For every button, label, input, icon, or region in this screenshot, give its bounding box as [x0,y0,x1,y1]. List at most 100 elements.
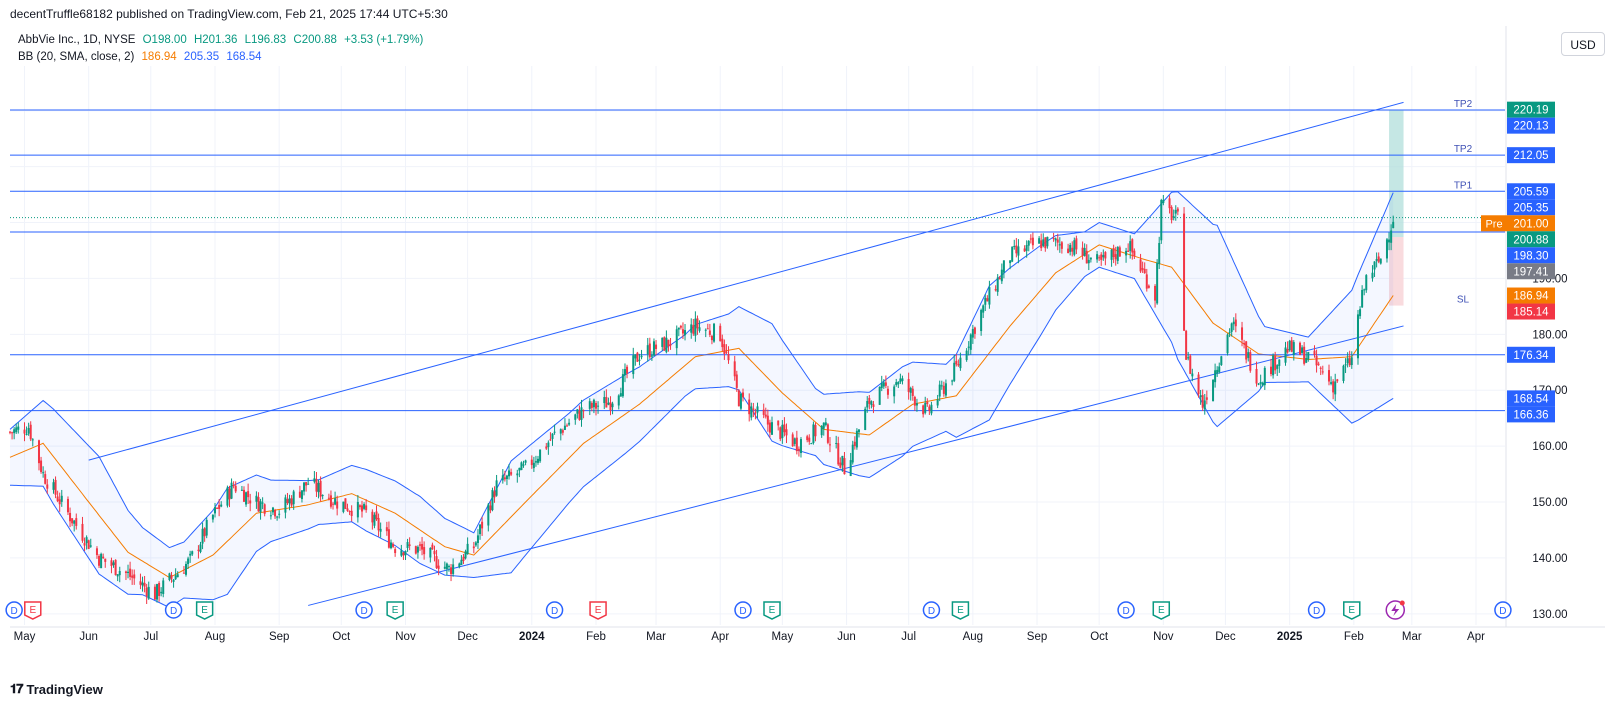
candle-body [808,437,811,442]
candle-body [884,382,887,386]
candle-body [1187,357,1190,359]
earnings-marker-label: E [595,605,602,616]
candle-body [592,399,595,408]
x-tick-label: Sep [269,631,289,643]
candle-body [1038,238,1041,244]
candle-body [677,327,680,330]
candle-body [87,540,90,549]
currency-button[interactable]: USD [1561,32,1605,56]
candle-body [408,544,411,546]
dividend-marker-icon [1494,601,1512,619]
candle-body [706,328,709,330]
candle-body [1015,245,1018,254]
x-tick-label: Jul [901,631,916,643]
candle-body [385,527,388,532]
candle-body [857,429,860,433]
candle-body [568,422,571,425]
dividend-marker-icon [545,601,564,619]
candle-body [141,582,144,586]
candle-body [640,355,643,358]
candle-body [489,505,492,511]
candle-body [1359,309,1362,317]
axis-price-label: 185.14 [1513,307,1549,319]
candle-body [849,460,852,477]
candle-body [450,567,453,575]
dividend-marker-icon [1307,601,1326,619]
candle-body [1261,382,1264,386]
candle-body [1112,248,1115,257]
candle-body [197,549,200,551]
candle-body [1017,246,1020,256]
candle-body [73,520,76,524]
candle-body [104,558,107,562]
candle-body [334,498,337,505]
axis-price-label-box [1507,303,1555,320]
candle-body [466,543,469,555]
axis-price-label: 220.19 [1513,105,1548,117]
candle-body [725,351,728,353]
candle-body [303,482,306,492]
candle-body [926,401,929,405]
candle-body [69,512,72,522]
horizontal-levels[interactable]: TP2 TP2 TP1 SL [10,99,1505,412]
candle-body [764,414,767,417]
candle-body [1228,332,1231,334]
candle-body [1023,248,1026,252]
candle-body [170,575,173,579]
price-axis[interactable]: 130.00140.00150.00160.00170.00180.00190.… [1532,273,1567,620]
candle-body [783,424,786,433]
candle-body [973,327,976,334]
candle-body [435,556,438,568]
candle-body [1286,349,1289,353]
candle-body [547,442,550,448]
candle-body [371,511,374,523]
candle-body [1392,221,1395,228]
candle-body [516,473,519,476]
tradingview-footer[interactable]: 𝟏𝟕 TradingView [10,681,103,697]
candle-body [1183,213,1186,331]
candle-body [481,521,484,529]
candle-body [626,366,629,374]
candle-body [781,424,784,439]
candle-body [240,489,243,491]
pre-market-tag [1481,215,1507,232]
candle-body [996,277,999,292]
candle-body [694,318,697,336]
candle-body [189,553,192,556]
axis-price-label-box [1507,117,1555,134]
candle-body [768,422,771,433]
trend-channel[interactable] [88,101,1404,606]
candle-body [447,566,450,568]
candle-body [261,502,264,504]
dividend-marker-label: D [360,606,367,617]
time-axis[interactable]: May Jun Jul Aug Sep Oct Nov Dec 2024 Feb Mar Apr May… [14,631,1485,643]
axis-price-label-box [1507,147,1555,164]
candle-body [1363,289,1366,291]
candle-body [462,556,465,561]
candle-body [1096,254,1099,260]
candle-body [797,448,800,451]
candle-body [532,462,535,469]
candle-body [1054,238,1057,241]
candle-body [899,378,902,383]
x-tick-label: Oct [1090,631,1109,643]
candle-body [1356,314,1359,359]
candle-body [348,511,351,513]
x-tick-label: Jun [79,631,98,643]
candle-body [870,401,873,405]
candle-body [315,479,318,492]
earnings-marker-icon [1152,601,1171,620]
candle-body [971,329,974,338]
y-tick-label: 140.00 [1532,553,1567,565]
candle-body [785,429,788,436]
lightning-bolt-icon [1391,604,1400,616]
candle-body [636,352,639,362]
candle-body [1104,252,1107,259]
candle-body [319,480,322,497]
candle-body [953,362,956,381]
candle-body [522,464,525,466]
candle-body [56,496,59,502]
candle-body [176,574,179,578]
